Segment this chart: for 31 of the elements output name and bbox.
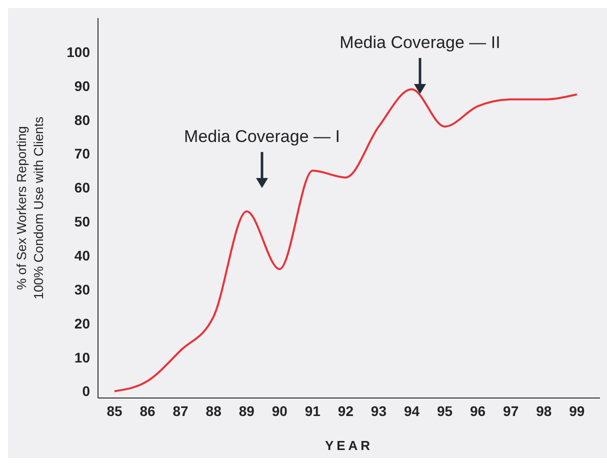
y-axis-title: % of Sex Workers Reporting 100% Condom Use with Clients (14, 116, 46, 300)
y-tick-label: 0 (82, 383, 90, 400)
x-tick-label: 90 (272, 402, 288, 419)
x-tick-label: 99 (569, 402, 585, 419)
x-tick-label: 87 (172, 402, 189, 419)
annotation: Media Coverage — II (340, 33, 500, 52)
x-tick-label: 85 (106, 402, 123, 419)
y-tick-label: 90 (74, 78, 90, 94)
y-tick-label: 100 (66, 44, 90, 60)
y-tick-label: 70 (74, 146, 90, 162)
y-tick-label: 50 (74, 214, 90, 230)
x-tick-label: 93 (370, 402, 387, 419)
y-tick-label: 60 (74, 180, 90, 196)
x-tick-label: 97 (503, 402, 519, 419)
y-tick-label: 30 (74, 281, 90, 298)
y-tick-label: 10 (74, 349, 90, 366)
x-tick-label: 86 (140, 402, 156, 419)
y-tick-label: 20 (74, 315, 90, 332)
x-tick-label: 88 (206, 402, 222, 419)
x-tick-label: 91 (304, 402, 321, 419)
annotation: Media Coverage — I (184, 127, 340, 146)
y-tick-label: 40 (74, 247, 90, 264)
x-tick-label: 94 (404, 402, 420, 419)
x-tick-label: 95 (436, 402, 453, 419)
x-tick-label: 89 (238, 402, 255, 419)
x-tick-label: 96 (470, 402, 486, 419)
y-tick-label: 80 (74, 112, 90, 128)
line-series (114, 88, 578, 392)
x-tick-label: 92 (338, 402, 354, 419)
x-tick-label: 98 (536, 402, 552, 419)
x-axis-title: YEAR (324, 438, 374, 453)
